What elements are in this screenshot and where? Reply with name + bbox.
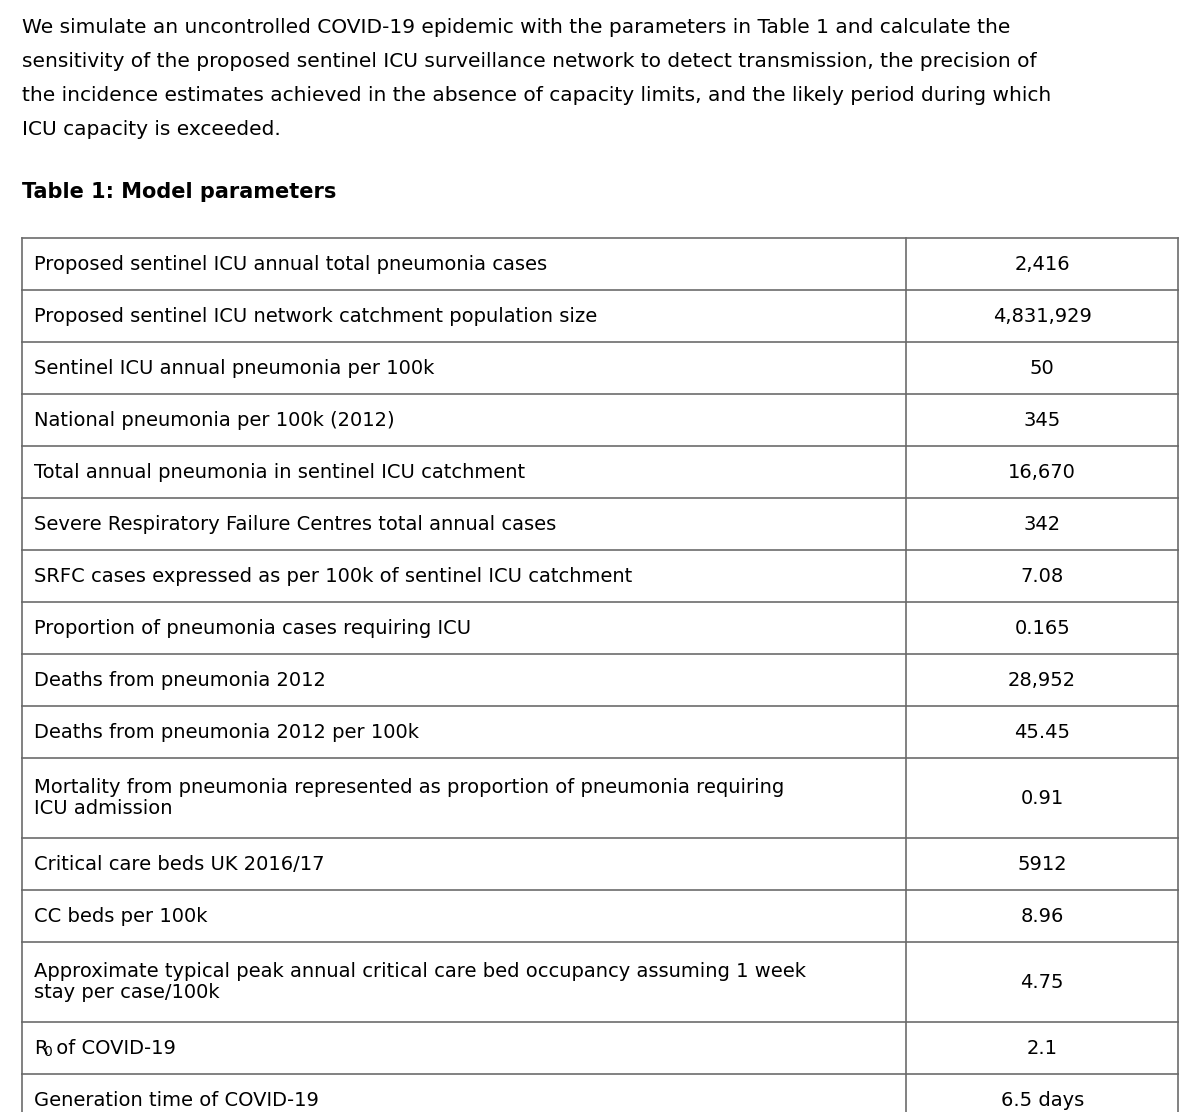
Text: Proposed sentinel ICU network catchment population size: Proposed sentinel ICU network catchment …	[34, 307, 598, 326]
Bar	[22, 1022, 1178, 1074]
Text: 50: 50	[1030, 358, 1055, 377]
Text: 8.96: 8.96	[1020, 906, 1064, 925]
Bar	[22, 342, 1178, 394]
Bar	[22, 290, 1178, 342]
Text: Proposed sentinel ICU annual total pneumonia cases: Proposed sentinel ICU annual total pneum…	[34, 255, 547, 274]
Text: stay per case/100k: stay per case/100k	[34, 983, 220, 1002]
Text: 4.75: 4.75	[1020, 973, 1064, 992]
Text: 6.5 days: 6.5 days	[1001, 1091, 1084, 1110]
Text: the incidence estimates achieved in the absence of capacity limits, and the like: the incidence estimates achieved in the …	[22, 86, 1051, 105]
Text: ICU admission: ICU admission	[34, 800, 173, 818]
Text: of COVID-19: of COVID-19	[49, 1039, 175, 1058]
Text: Approximate typical peak annual critical care bed occupancy assuming 1 week: Approximate typical peak annual critical…	[34, 962, 806, 981]
Text: CC beds per 100k: CC beds per 100k	[34, 906, 208, 925]
Bar	[22, 654, 1178, 706]
Text: 2,416: 2,416	[1014, 255, 1070, 274]
Text: Deaths from pneumonia 2012 per 100k: Deaths from pneumonia 2012 per 100k	[34, 723, 419, 742]
Text: Generation time of COVID-19: Generation time of COVID-19	[34, 1091, 319, 1110]
Text: SRFC cases expressed as per 100k of sentinel ICU catchment: SRFC cases expressed as per 100k of sent…	[34, 566, 632, 586]
Text: Mortality from pneumonia represented as proportion of pneumonia requiring: Mortality from pneumonia represented as …	[34, 777, 785, 796]
Bar	[22, 602, 1178, 654]
Text: 4,831,929: 4,831,929	[992, 307, 1092, 326]
Text: 5912: 5912	[1018, 854, 1067, 874]
Text: Critical care beds UK 2016/17: Critical care beds UK 2016/17	[34, 854, 324, 874]
Text: We simulate an uncontrolled COVID-19 epidemic with the parameters in Table 1 and: We simulate an uncontrolled COVID-19 epi…	[22, 18, 1010, 37]
Bar	[22, 706, 1178, 758]
Bar	[22, 942, 1178, 1022]
Bar	[22, 758, 1178, 838]
Text: 0.91: 0.91	[1020, 788, 1063, 807]
Text: 2.1: 2.1	[1027, 1039, 1057, 1058]
Bar	[22, 890, 1178, 942]
Text: ICU capacity is exceeded.: ICU capacity is exceeded.	[22, 120, 281, 139]
Text: Deaths from pneumonia 2012: Deaths from pneumonia 2012	[34, 671, 326, 689]
Text: 342: 342	[1024, 515, 1061, 534]
Text: 28,952: 28,952	[1008, 671, 1076, 689]
Text: Proportion of pneumonia cases requiring ICU: Proportion of pneumonia cases requiring …	[34, 618, 472, 637]
Bar	[22, 446, 1178, 498]
Text: 16,670: 16,670	[1008, 463, 1076, 481]
Bar	[22, 1074, 1178, 1112]
Bar	[22, 550, 1178, 602]
Bar	[22, 838, 1178, 890]
Bar	[22, 498, 1178, 550]
Text: 7.08: 7.08	[1020, 566, 1063, 586]
Bar	[22, 238, 1178, 290]
Text: 345: 345	[1024, 410, 1061, 429]
Text: 0.165: 0.165	[1014, 618, 1070, 637]
Text: Table 1: Model parameters: Table 1: Model parameters	[22, 182, 336, 202]
Text: Severe Respiratory Failure Centres total annual cases: Severe Respiratory Failure Centres total…	[34, 515, 557, 534]
Text: Sentinel ICU annual pneumonia per 100k: Sentinel ICU annual pneumonia per 100k	[34, 358, 434, 377]
Text: sensitivity of the proposed sentinel ICU surveillance network to detect transmis: sensitivity of the proposed sentinel ICU…	[22, 52, 1037, 71]
Bar	[22, 394, 1178, 446]
Text: R: R	[34, 1039, 48, 1058]
Text: Total annual pneumonia in sentinel ICU catchment: Total annual pneumonia in sentinel ICU c…	[34, 463, 526, 481]
Text: 45.45: 45.45	[1014, 723, 1070, 742]
Text: National pneumonia per 100k (2012): National pneumonia per 100k (2012)	[34, 410, 395, 429]
Text: 0: 0	[43, 1045, 52, 1059]
